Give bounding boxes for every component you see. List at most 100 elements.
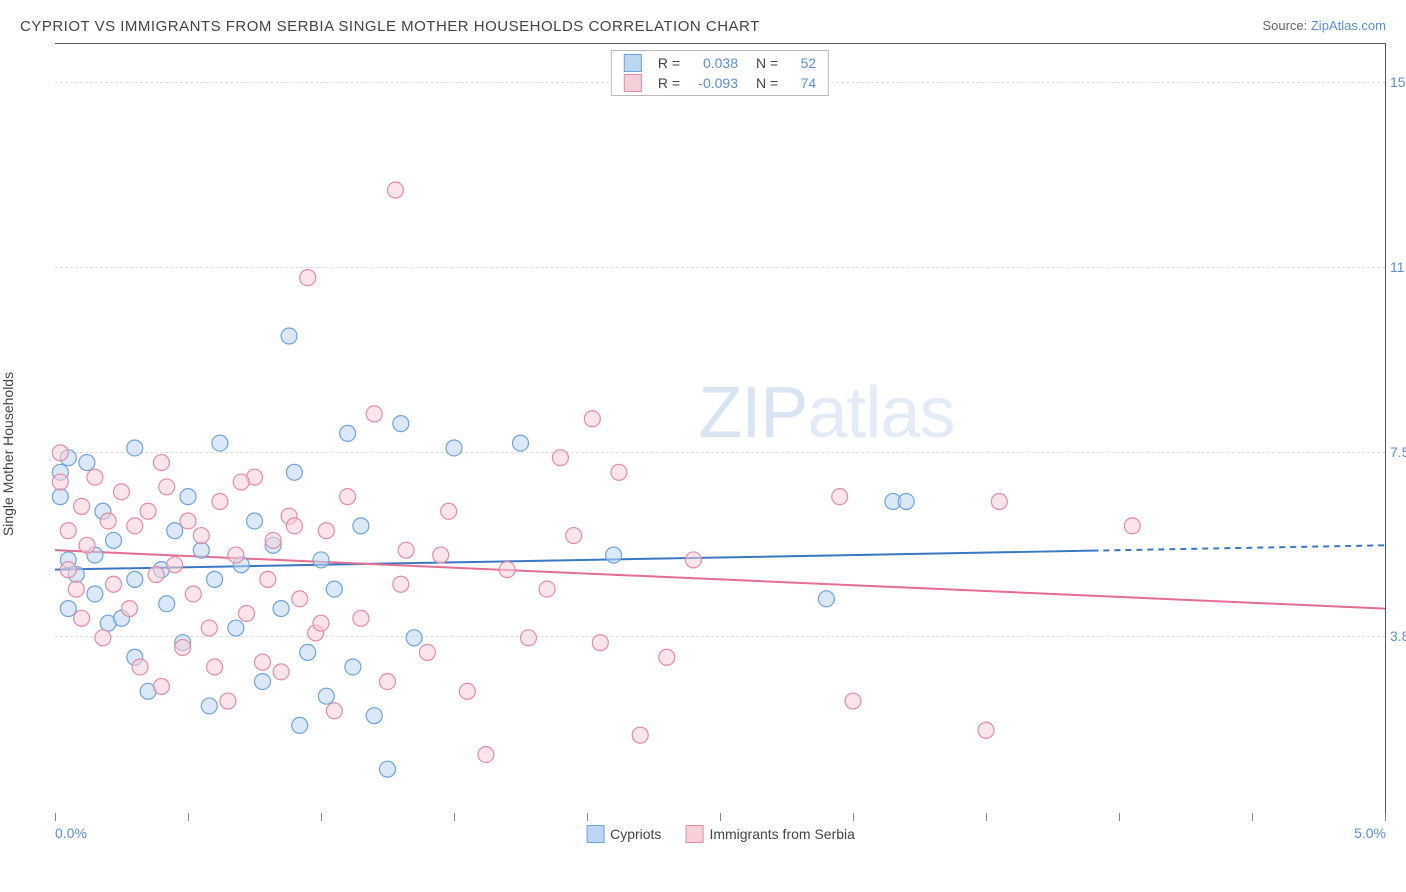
y-tick-label: 15.0% — [1390, 74, 1406, 90]
x-tick — [1252, 813, 1253, 821]
data-point — [87, 586, 103, 602]
data-point — [100, 513, 116, 529]
data-point — [353, 518, 369, 534]
series-legend: CypriotsImmigrants from Serbia — [586, 825, 855, 843]
data-point — [87, 469, 103, 485]
data-point — [60, 523, 76, 539]
x-tick — [321, 813, 322, 821]
data-point — [433, 547, 449, 563]
data-point — [159, 596, 175, 612]
data-point — [353, 610, 369, 626]
data-point — [281, 328, 297, 344]
data-point — [180, 513, 196, 529]
source-link[interactable]: ZipAtlas.com — [1311, 18, 1386, 33]
data-point — [159, 479, 175, 495]
data-point — [180, 489, 196, 505]
data-point — [566, 528, 582, 544]
data-point — [106, 576, 122, 592]
data-point — [60, 562, 76, 578]
data-point — [441, 503, 457, 519]
data-point — [74, 610, 90, 626]
data-point — [74, 498, 90, 514]
data-point — [239, 605, 255, 621]
data-point — [68, 581, 84, 597]
data-point — [52, 445, 68, 461]
data-point — [446, 440, 462, 456]
data-point — [52, 489, 68, 505]
data-point — [273, 601, 289, 617]
x-tick — [853, 813, 854, 821]
data-point — [340, 489, 356, 505]
x-axis-min-label: 0.0% — [55, 825, 87, 841]
data-point — [60, 601, 76, 617]
legend-row: R =-0.093N =74 — [612, 73, 828, 93]
legend-swatch — [624, 74, 642, 92]
data-point — [132, 659, 148, 675]
x-tick — [986, 813, 987, 821]
data-point — [499, 562, 515, 578]
data-point — [898, 494, 914, 510]
data-point — [393, 416, 409, 432]
data-point — [260, 571, 276, 587]
chart-title: CYPRIOT VS IMMIGRANTS FROM SERBIA SINGLE… — [20, 18, 760, 35]
data-point — [193, 542, 209, 558]
data-point — [228, 620, 244, 636]
data-point — [380, 761, 396, 777]
data-point — [127, 440, 143, 456]
data-point — [106, 532, 122, 548]
data-point — [978, 722, 994, 738]
source-attribution: Source: ZipAtlas.com — [1262, 18, 1386, 33]
data-point — [300, 270, 316, 286]
trend-line-dashed — [1092, 545, 1385, 550]
data-point — [552, 450, 568, 466]
data-point — [212, 494, 228, 510]
x-tick — [454, 813, 455, 821]
data-point — [207, 571, 223, 587]
data-point — [114, 484, 130, 500]
data-point — [1124, 518, 1140, 534]
data-point — [685, 552, 701, 568]
data-point — [95, 630, 111, 646]
data-point — [632, 727, 648, 743]
data-point — [247, 513, 263, 529]
data-point — [212, 435, 228, 451]
data-point — [345, 659, 361, 675]
data-point — [228, 547, 244, 563]
data-point — [318, 688, 334, 704]
data-point — [606, 547, 622, 563]
data-point — [366, 406, 382, 422]
data-point — [326, 581, 342, 597]
legend-swatch — [586, 825, 604, 843]
data-point — [201, 698, 217, 714]
legend-swatch — [624, 54, 642, 72]
data-point — [292, 591, 308, 607]
data-point — [265, 532, 281, 548]
data-point — [175, 640, 191, 656]
data-point — [286, 464, 302, 480]
data-point — [520, 630, 536, 646]
x-tick — [587, 813, 588, 821]
legend-swatch — [685, 825, 703, 843]
y-axis-label: Single Mother Households — [0, 372, 16, 536]
data-point — [659, 649, 675, 665]
data-point — [300, 644, 316, 660]
data-point — [326, 703, 342, 719]
legend-item: Immigrants from Serbia — [685, 825, 854, 843]
data-point — [201, 620, 217, 636]
x-tick — [1119, 813, 1120, 821]
data-point — [592, 635, 608, 651]
data-point — [832, 489, 848, 505]
data-point — [193, 528, 209, 544]
data-point — [140, 503, 156, 519]
y-tick-label: 11.2% — [1390, 259, 1406, 275]
correlation-legend: R =0.038N =52R =-0.093N =74 — [611, 50, 829, 96]
data-point — [318, 523, 334, 539]
data-point — [207, 659, 223, 675]
data-point — [153, 678, 169, 694]
data-point — [313, 552, 329, 568]
data-point — [539, 581, 555, 597]
data-point — [387, 182, 403, 198]
scatter-plot — [55, 44, 1385, 813]
data-point — [153, 455, 169, 471]
data-point — [254, 654, 270, 670]
